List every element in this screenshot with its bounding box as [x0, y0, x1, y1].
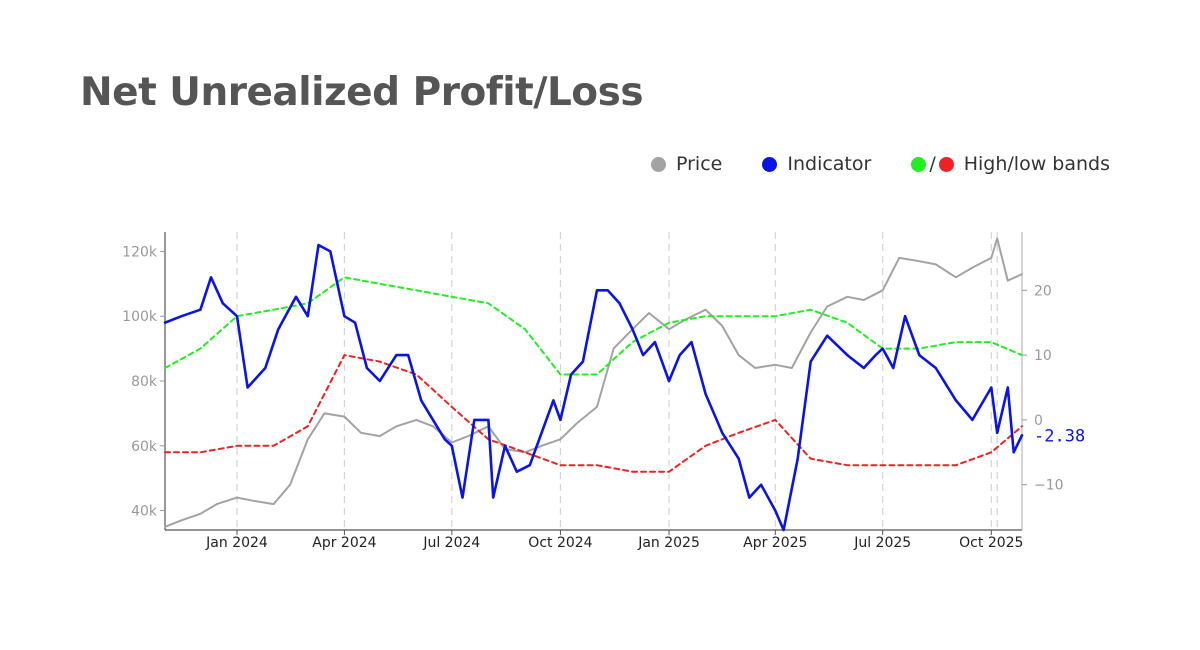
gridlines: [236, 232, 998, 530]
x-tick-label: Oct 2024: [528, 535, 592, 551]
price-line: [164, 237, 1023, 528]
legend-indicator-label: Indicator: [787, 153, 872, 175]
left-tick-label: 60k: [131, 439, 158, 455]
legend-item-price[interactable]: Price: [651, 153, 722, 175]
last-value-label: -2.38: [1034, 426, 1085, 446]
right-tick-label: 20: [1034, 283, 1052, 299]
x-tick-label: Jul 2025: [853, 535, 911, 551]
legend-price-label: Price: [676, 153, 723, 175]
low-band-line: [164, 354, 1023, 473]
legend-bands-label: High/low bands: [963, 153, 1110, 175]
right-tick-label: 0: [1034, 413, 1043, 429]
chart-legend: Price Indicator / High/low bands: [611, 153, 1110, 175]
tick-labels: Jan 2024 Apr 2024 Jul 2024 Oct 2024 Jan 2025…: [122, 244, 1085, 551]
x-tick-label: Apr 2024: [312, 535, 376, 551]
legend-item-bands[interactable]: / High/low bands: [911, 153, 1110, 175]
right-tick-label: −10: [1034, 478, 1064, 494]
indicator-dot-icon: [762, 156, 778, 172]
right-tick-label: 10: [1034, 348, 1052, 364]
x-tick-label: Jan 2024: [205, 535, 268, 551]
chart-axes: [160, 232, 1027, 535]
x-tick-label: Apr 2025: [743, 535, 807, 551]
x-tick-label: Oct 2025: [959, 535, 1023, 551]
series-lines: [163, 237, 1024, 532]
left-tick-label: 120k: [122, 244, 158, 260]
left-tick-label: 40k: [131, 504, 158, 520]
left-tick-label: 80k: [131, 374, 158, 390]
page-title: Net Unrealized Profit/Loss: [80, 70, 644, 115]
left-tick-label: 100k: [122, 309, 158, 325]
x-tick-label: Jul 2024: [422, 535, 480, 551]
high-band-dot-icon: [911, 156, 927, 172]
low-band-dot-icon: [938, 156, 954, 172]
high-band-line: [164, 276, 1023, 376]
price-dot-icon: [651, 156, 666, 172]
indicator-line: [163, 243, 1024, 532]
legend-item-indicator[interactable]: Indicator: [762, 153, 871, 175]
legend-slash: /: [929, 153, 936, 175]
x-tick-label: Jan 2025: [637, 535, 700, 551]
